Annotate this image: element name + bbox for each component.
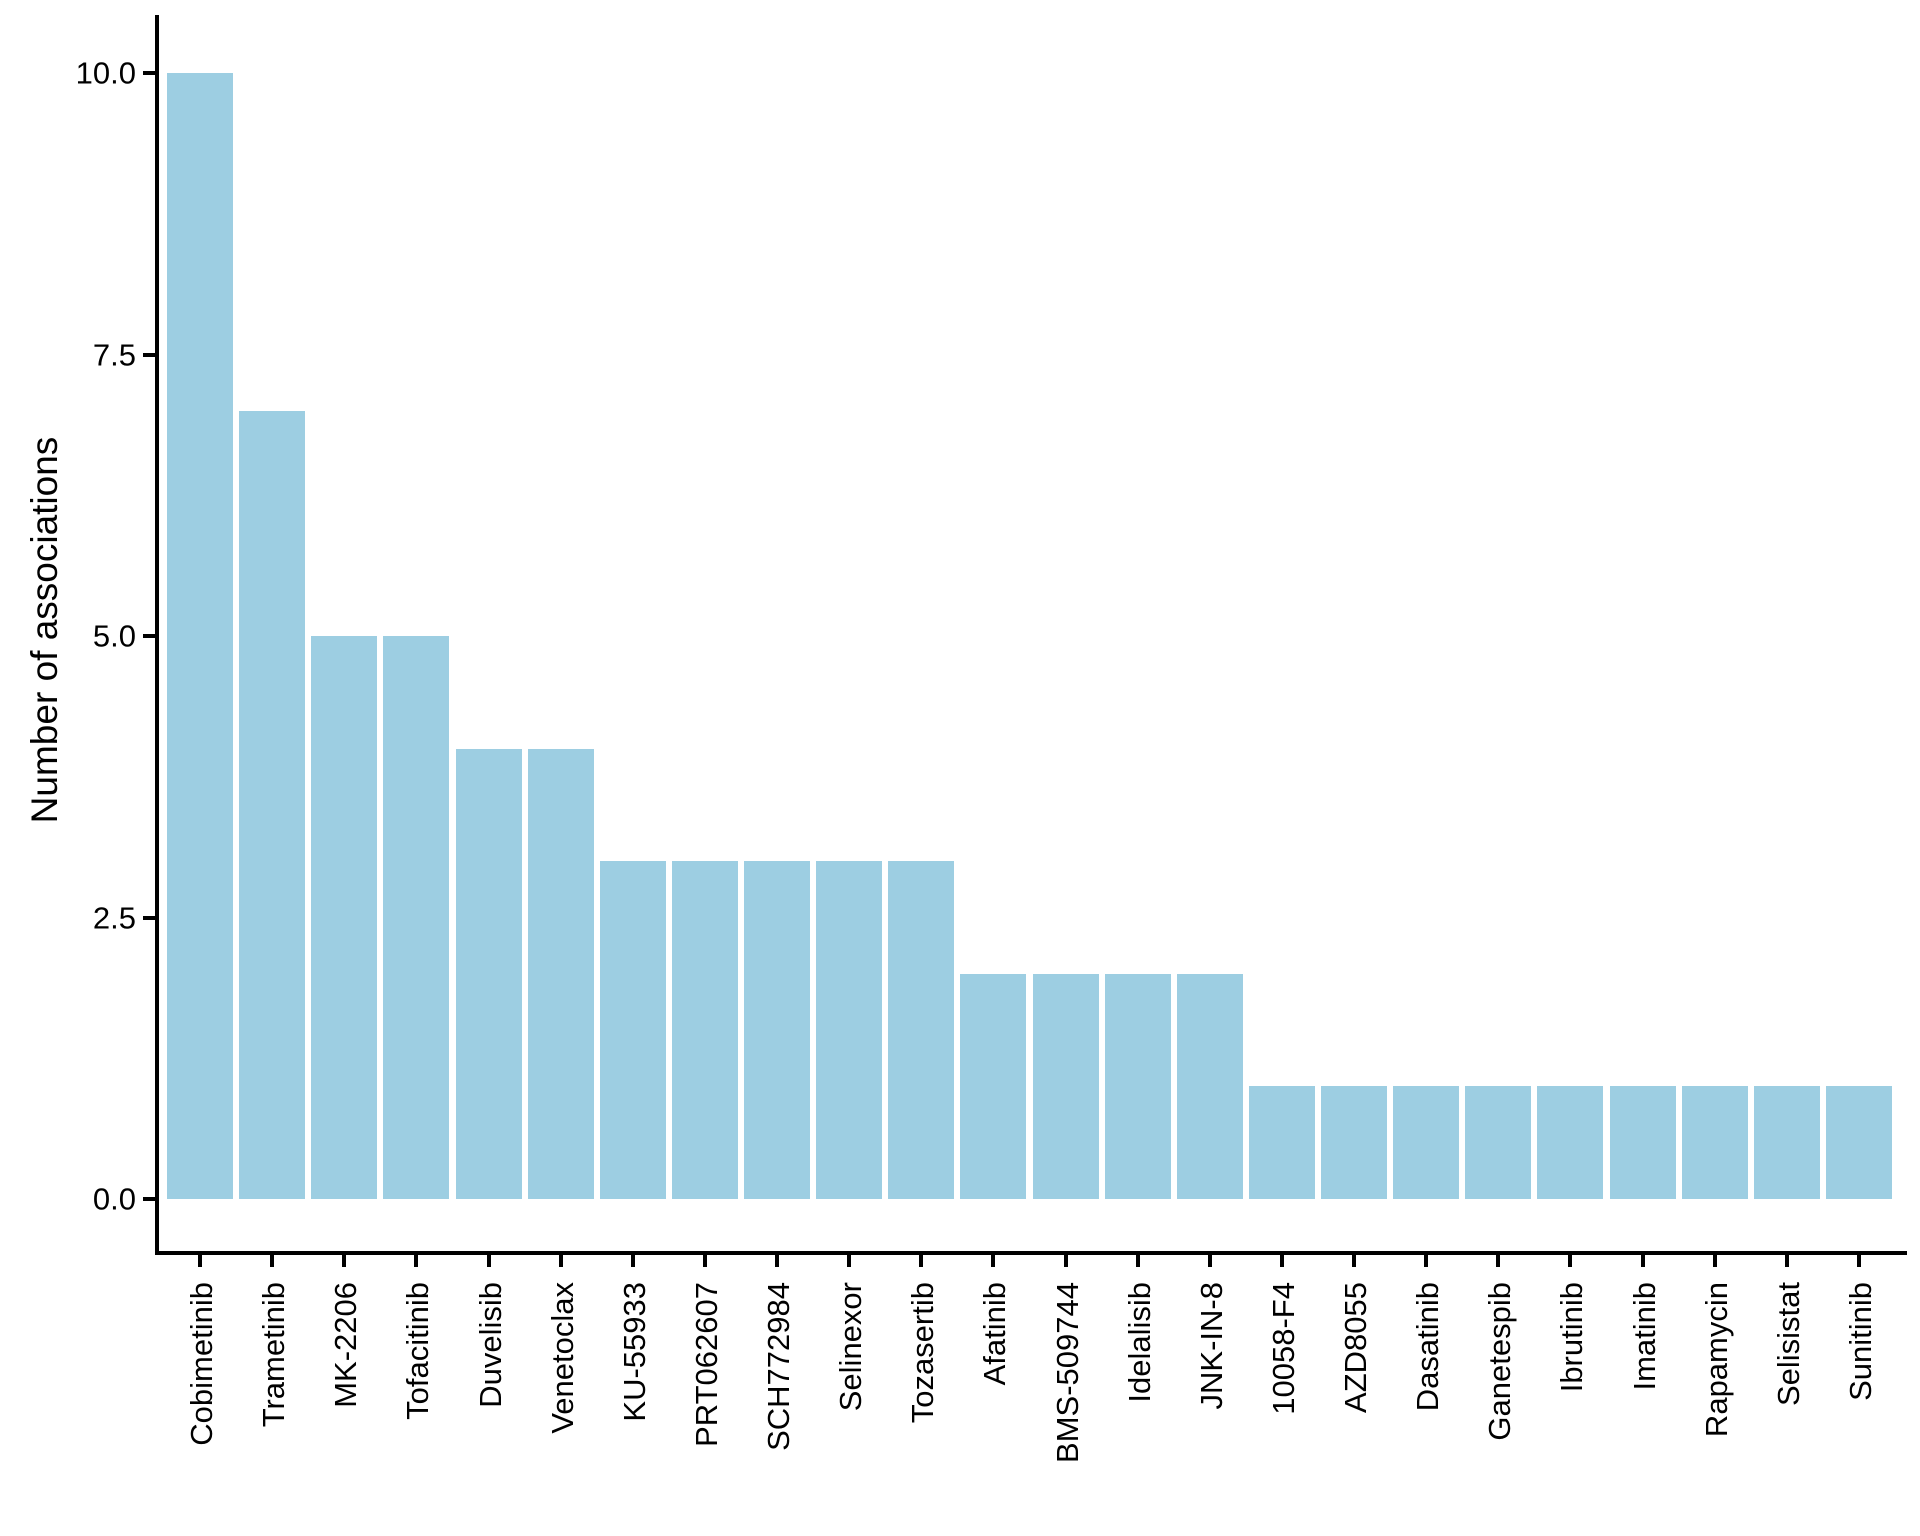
bar [1537,1086,1604,1199]
bar [239,410,306,1199]
x-tick-mark [919,1255,924,1267]
x-tick-label: AZD8055 [1338,1282,1374,1413]
x-tick-label: Afatinib [977,1282,1013,1386]
x-tick-label: Duvelisib [472,1282,508,1408]
x-tick-mark [1784,1255,1789,1267]
x-tick-label: Tozasertib [905,1282,941,1424]
y-tick-mark [143,634,155,638]
x-tick-mark [991,1255,996,1267]
bar [1465,1086,1532,1199]
x-tick-label: Venetoclax [544,1282,580,1434]
y-tick-mark [143,352,155,357]
x-tick-mark [1856,1255,1861,1267]
bar [527,748,594,1199]
y-tick-label: 10.0 [75,55,136,91]
bar [960,973,1027,1199]
x-tick-label: Ganetespib [1482,1282,1518,1441]
x-tick-mark [1568,1255,1573,1267]
x-tick-label: Selinexor [833,1282,869,1412]
y-tick-mark [143,1197,155,1201]
bar [1609,1086,1676,1199]
x-tick-mark [702,1255,707,1267]
y-tick-mark [143,71,155,75]
x-tick-mark [1207,1255,1212,1267]
x-tick-label: 10058-F4 [1265,1282,1301,1415]
bar [1681,1086,1748,1199]
x-tick-label: PRT062607 [688,1282,724,1447]
x-tick-label: JNK-IN-8 [1193,1282,1229,1410]
x-tick-label: Sunitinib [1842,1282,1878,1401]
x-tick-label: Selisistat [1770,1282,1806,1407]
bar [167,73,233,1199]
x-tick-label: Ibrutinib [1554,1282,1590,1393]
x-tick-label: Dasatinib [1410,1282,1446,1412]
y-tick-label: 2.5 [92,900,136,935]
bar [455,748,522,1199]
x-tick-mark [1352,1255,1357,1267]
bar [311,636,378,1199]
bar [888,861,955,1199]
bar [744,861,811,1199]
x-tick-mark [1063,1255,1068,1267]
bar [383,636,450,1199]
y-tick-label: 5.0 [92,618,136,654]
bar [671,861,738,1199]
x-tick-label: Trametinib [256,1282,292,1428]
bar [1393,1086,1460,1199]
x-tick-label: Tofacitinib [400,1282,436,1420]
x-tick-mark [775,1255,780,1267]
y-tick-label: 7.5 [92,337,136,372]
bar [1104,973,1171,1199]
y-tick-mark [143,915,155,920]
bar [1176,973,1243,1199]
x-tick-label: MK-2206 [328,1282,364,1408]
bar [816,861,883,1199]
x-tick-mark [270,1255,275,1267]
x-tick-mark [630,1255,635,1267]
x-tick-mark [1496,1255,1501,1267]
bar [599,861,666,1199]
x-tick-mark [342,1255,347,1267]
x-tick-mark [1640,1255,1645,1267]
bar [1248,1086,1315,1199]
x-tick-mark [1279,1255,1284,1267]
x-tick-mark [414,1255,419,1267]
x-tick-mark [1712,1255,1717,1267]
x-tick-mark [486,1255,491,1267]
x-tick-mark [198,1255,202,1267]
x-tick-mark [847,1255,852,1267]
y-tick-label: 0.0 [92,1181,136,1217]
x-tick-mark [1135,1255,1140,1267]
x-tick-label: KU-55933 [616,1282,652,1422]
x-tick-mark [558,1255,563,1267]
x-tick-label: Idelalisib [1121,1282,1157,1403]
x-axis-line [155,1251,1907,1255]
x-tick-label: Imatinib [1626,1282,1662,1391]
bar [1321,1086,1388,1199]
x-tick-label: SCH772984 [761,1282,797,1451]
bar [1825,1086,1892,1199]
bar [1753,1086,1820,1199]
x-tick-mark [1424,1255,1429,1267]
x-tick-label: BMS-509744 [1049,1282,1085,1463]
bar [1032,973,1099,1199]
x-tick-label: Cobimetinib [184,1282,219,1446]
y-axis-line [155,15,159,1255]
x-tick-label: Rapamycin [1698,1282,1734,1438]
